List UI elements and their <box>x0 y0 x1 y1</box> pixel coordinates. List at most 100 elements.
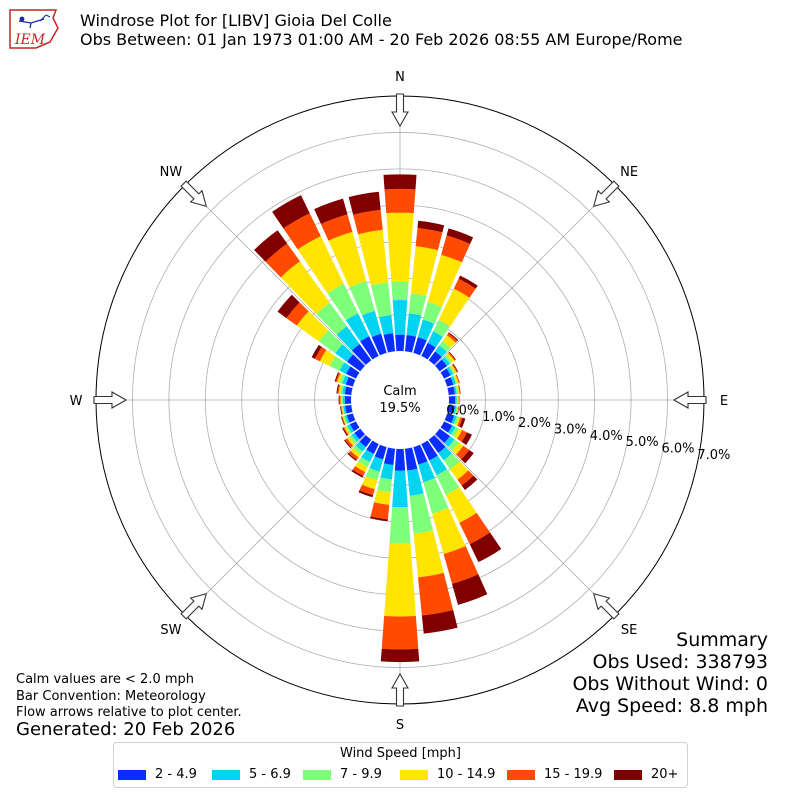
windrose-bar-segment <box>335 344 354 362</box>
legend-label: 5 - 6.9 <box>249 767 291 782</box>
calm-value: 19.5% <box>379 401 420 416</box>
windrose-bar-segment <box>351 432 360 442</box>
windrose-bar-segment <box>442 335 456 348</box>
windrose-bar-segment <box>383 333 396 353</box>
windrose-bar-segment <box>461 432 472 445</box>
windrose-bar-segment <box>380 648 420 663</box>
windrose-bar-segment <box>335 372 341 383</box>
windrose-bar-segment <box>339 374 346 384</box>
bar-convention-note: Bar Convention: Meteorology <box>16 689 206 704</box>
direction-label: N <box>395 70 405 85</box>
windrose-bar-segment <box>456 385 460 395</box>
windrose-bar-segment <box>350 448 361 458</box>
windrose-bar-segment <box>343 427 349 436</box>
windrose-bar-segment <box>353 209 383 235</box>
windrose-bars <box>254 174 502 663</box>
windrose-bar-segment <box>347 424 355 433</box>
windrose-bar-segment <box>459 395 460 405</box>
windrose-bar-segment <box>346 413 356 423</box>
windrose-bar-segment <box>359 435 372 448</box>
windrose-bar-segment <box>455 405 459 415</box>
page-title: Windrose Plot for [LIBV] Gioia Del Colle <box>80 11 392 30</box>
windrose-bar-segment <box>392 300 408 335</box>
windrose-bar-segment <box>429 455 447 476</box>
summary-obs-without-wind: Obs Without Wind: 0 <box>572 673 768 695</box>
windrose-bar-segment <box>337 373 343 383</box>
windrose-bar-segment <box>342 416 347 425</box>
windrose-bar-segment <box>344 426 351 435</box>
windrose-bar-segment <box>452 574 488 605</box>
windrose-bar-segment <box>409 493 434 534</box>
windrose-bar-segment <box>454 405 458 415</box>
windrose-bar-segment <box>433 319 451 337</box>
windrose-bar-segment <box>358 457 370 468</box>
windrose-bar-segment <box>365 467 380 481</box>
windrose-bar-segment <box>440 421 453 433</box>
windrose-bar-segment <box>280 261 330 314</box>
direction-labels: N NE E SE S SW W NW <box>70 70 729 733</box>
windrose-bar-segment <box>342 405 345 415</box>
windrose-bar-segment <box>329 356 345 371</box>
windrose-bar-segment <box>447 386 455 396</box>
windrose-bar-segment <box>436 469 460 495</box>
windrose-bar-segment <box>448 351 456 361</box>
windrose-bar-segment <box>439 341 451 352</box>
legend-item: 2 - 4.9 <box>118 767 197 783</box>
grid-spoke <box>184 184 366 366</box>
windrose-bar-segment <box>380 463 394 480</box>
windrose-bar-segment <box>444 413 455 424</box>
windrose-bar-segment <box>354 428 365 440</box>
flow-arrow-icon <box>180 180 208 208</box>
windrose-bar-segment <box>461 475 478 490</box>
windrose-bar-segment <box>447 404 455 414</box>
windrose-bar-segment <box>366 440 379 454</box>
flow-arrow-icon <box>93 391 128 409</box>
windrose-bar-segment <box>341 416 346 425</box>
windrose-bar-segment <box>445 487 477 523</box>
windrose-bar-segment <box>446 333 458 343</box>
legend-label: 10 - 14.9 <box>437 767 496 782</box>
windrose-bar-segment <box>311 344 322 359</box>
windrose-bar-segment <box>277 294 300 319</box>
windrose-bar-segment <box>336 384 340 394</box>
windrose-bar-segment <box>457 405 460 415</box>
windrose-bar-segment <box>407 468 424 496</box>
windrose-bar-segment <box>381 615 419 650</box>
windrose-bar-segment <box>418 572 454 616</box>
grid-ring <box>132 132 668 668</box>
legend-label: 7 - 9.9 <box>340 767 382 782</box>
windrose-bar-segment <box>435 359 448 372</box>
windrose-bar-segment <box>349 421 360 432</box>
radial-tick-label: 7.0% <box>697 448 730 463</box>
windrose-bar-segment <box>318 330 343 354</box>
windrose-bar-segment <box>394 448 406 471</box>
windrose-bar-segment <box>342 375 349 385</box>
legend-title: Wind Speed [mph] <box>340 746 461 761</box>
windrose-bar-segment <box>383 447 396 466</box>
windrose-bar-segment <box>352 466 366 476</box>
flow-arrow-icon <box>672 391 707 409</box>
legend-label: 20+ <box>651 767 679 782</box>
windrose-bar-segment <box>343 405 347 414</box>
flow-arrow-icon <box>592 180 620 208</box>
grid-spoke <box>434 434 616 616</box>
generated-date: Generated: 20 Feb 2026 <box>16 719 236 740</box>
windrose-bar-segment <box>453 386 457 395</box>
windrose-bar-segment <box>413 337 427 356</box>
windrose-bar-segment <box>346 354 365 372</box>
windrose-bar-segment <box>361 449 374 463</box>
legend-item: 7 - 9.9 <box>303 767 382 783</box>
windrose-bar-segment <box>339 395 341 405</box>
windrose-bar-segment <box>342 427 348 437</box>
radial-tick-label: 5.0% <box>626 435 659 450</box>
windrose-bar-segment <box>448 352 456 361</box>
direction-label: E <box>720 394 728 409</box>
windrose-bar-segment <box>345 404 353 414</box>
windrose-bar-segment <box>444 355 453 364</box>
windrose-bar-segment <box>358 490 374 498</box>
direction-label: W <box>70 394 83 409</box>
windrose-bar-segment <box>428 351 442 365</box>
windrose-bar-segment <box>337 384 341 394</box>
legend-swatch <box>400 769 428 780</box>
windrose-bar-segment <box>346 436 355 446</box>
